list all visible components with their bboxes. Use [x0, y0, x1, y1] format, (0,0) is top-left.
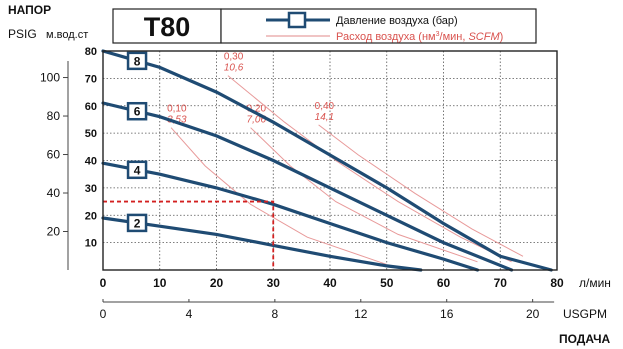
y-tick-label-psi: 60	[47, 148, 61, 162]
operating-point-guide	[103, 200, 275, 270]
legend-pressure-marker	[287, 11, 307, 29]
pressure-curve-label: 6	[134, 105, 141, 119]
pressure-curve-marker	[126, 160, 148, 180]
y-tick-label-m: 80	[85, 46, 97, 58]
pressure-curve-6-bar	[101, 101, 514, 272]
y-tick-label-m: 50	[85, 128, 97, 140]
air-curve-scfm-label: 7,06	[247, 115, 267, 126]
pressure-curve-8-bar	[101, 49, 553, 272]
air-curve-label: 0,30	[224, 52, 244, 63]
x-tick-label-usgpm: 4	[186, 307, 193, 321]
pressure-curve-label: 4	[134, 163, 141, 177]
y-tick-label-psi: 40	[47, 186, 61, 200]
y-tick-label-psi: 100	[40, 71, 60, 85]
y-tick-label-m: 20	[85, 210, 97, 222]
air-curve-scfm-label: 3,53	[167, 115, 187, 126]
x-tick-label-lpm: 30	[267, 276, 281, 290]
chart-title: T80	[144, 12, 191, 42]
air-curve-label: 0,40	[315, 101, 335, 112]
air-curve-0-30	[227, 75, 512, 263]
x-tick-label-lpm: 10	[153, 276, 167, 290]
air-curve-label: 0,20	[247, 104, 267, 115]
x-tick-label-usgpm: 20	[526, 307, 540, 321]
x-tick-label-lpm: 20	[210, 276, 224, 290]
air-curve-scfm-label: 10,6	[224, 63, 244, 74]
legend-box	[220, 8, 537, 44]
y-tick-label-psi: 20	[47, 225, 61, 239]
pressure-curve-marker	[126, 213, 148, 233]
x-tick-label-usgpm: 0	[100, 307, 107, 321]
x-axis-title: ПОДАЧА	[559, 332, 611, 346]
y-tick-label-m: 60	[85, 101, 97, 113]
x-tick-label-lpm: 60	[437, 276, 451, 290]
x-axis-unit-lpm: л/мин	[579, 276, 611, 290]
y-tick-label-m: 10	[85, 238, 97, 250]
pressure-curve-label: 2	[134, 216, 141, 230]
y-tick-label-m: 40	[85, 156, 97, 168]
pressure-curves: 8 6 4 2	[101, 49, 553, 272]
pressure-curve-marker	[126, 101, 148, 121]
pressure-curve-4-bar	[101, 161, 480, 272]
x-tick-label-lpm: 0	[100, 276, 107, 290]
legend-airflow-entry: Расход воздуха (нм3/мин, SCFM)	[266, 31, 503, 43]
x-tick-label-usgpm: 12	[354, 307, 368, 321]
y-tick-label-m: 30	[85, 183, 97, 195]
air-curve-label: 0,10	[167, 104, 187, 115]
y-tick-label-psi: 80	[47, 109, 61, 123]
y-axis-unit-psig: PSIG	[8, 27, 37, 41]
plot-frame	[102, 50, 558, 271]
pressure-curve-label: 8	[134, 54, 141, 68]
x-tick-label-lpm: 70	[494, 276, 508, 290]
grid	[103, 51, 557, 270]
x-tick-label-usgpm: 16	[440, 307, 454, 321]
legend-pressure-label: Давление воздуха (бар)	[336, 15, 458, 27]
pressure-curve-2-bar	[101, 216, 423, 272]
x-tick-label-lpm: 80	[550, 276, 564, 290]
air-curve-0-10	[170, 127, 387, 265]
title-box	[112, 8, 222, 44]
y-axis-title: НАПОР	[8, 3, 51, 17]
y-tick-label-m: 70	[85, 73, 97, 85]
y-axis-unit-m: м.вод.ст	[46, 29, 88, 41]
x-axis-unit-usgpm: USGPM	[563, 307, 607, 321]
x-tick-label-lpm: 50	[380, 276, 394, 290]
x-tick-label-usgpm: 8	[272, 307, 279, 321]
air-curve-0-40	[318, 124, 524, 257]
pressure-curve-marker	[126, 51, 148, 71]
legend-pressure-entry: Давление воздуха (бар)	[266, 11, 458, 29]
legend-airflow-label: Расход воздуха (нм3/мин, SCFM)	[336, 31, 503, 43]
x-tick-label-lpm: 40	[323, 276, 337, 290]
air-curve-scfm-label: 14,1	[315, 112, 334, 123]
air-curve-0-20	[250, 127, 478, 263]
